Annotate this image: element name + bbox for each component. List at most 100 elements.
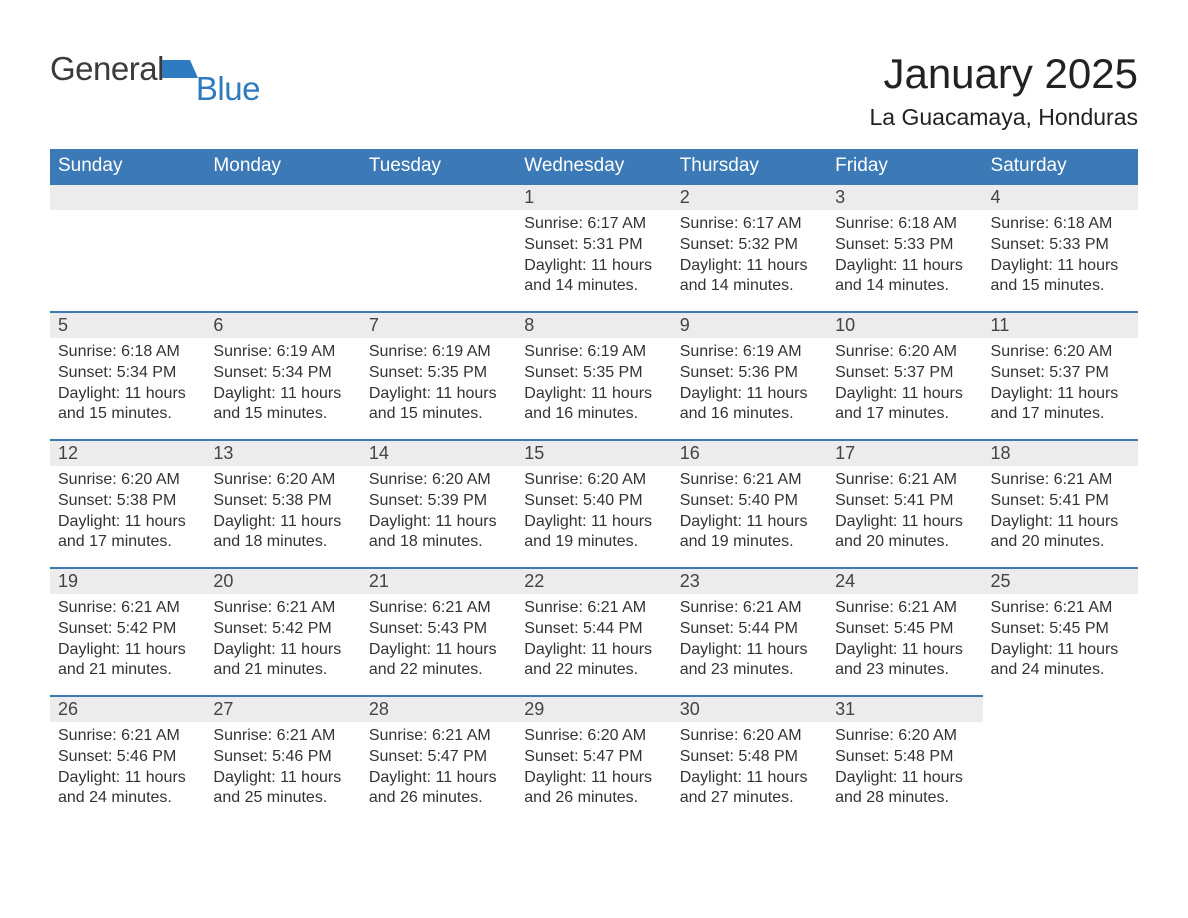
- sunrise-line: Sunrise: 6:21 AM: [680, 470, 819, 491]
- logo-text-blue: Blue: [196, 70, 260, 108]
- day-details: Sunrise: 6:21 AMSunset: 5:46 PMDaylight:…: [50, 722, 205, 809]
- weekday-header: Thursday: [672, 149, 827, 183]
- weekday-header: Tuesday: [361, 149, 516, 183]
- sunset-line: Sunset: 5:44 PM: [524, 619, 663, 640]
- sunset-line: Sunset: 5:46 PM: [213, 747, 352, 768]
- day-number: 11: [983, 311, 1138, 338]
- day-number: 14: [361, 439, 516, 466]
- calendar-table: SundayMondayTuesdayWednesdayThursdayFrid…: [50, 149, 1138, 823]
- day-details: Sunrise: 6:20 AMSunset: 5:47 PMDaylight:…: [516, 722, 671, 809]
- daylight-line: Daylight: 11 hours and 15 minutes.: [58, 384, 197, 426]
- day-details: Sunrise: 6:21 AMSunset: 5:47 PMDaylight:…: [361, 722, 516, 809]
- sunrise-line: Sunrise: 6:21 AM: [680, 598, 819, 619]
- daylight-line: Daylight: 11 hours and 17 minutes.: [58, 512, 197, 554]
- sunset-line: Sunset: 5:31 PM: [524, 235, 663, 256]
- day-details: Sunrise: 6:21 AMSunset: 5:41 PMDaylight:…: [983, 466, 1138, 553]
- calendar-day-cell: 22Sunrise: 6:21 AMSunset: 5:44 PMDayligh…: [516, 567, 671, 695]
- day-details: Sunrise: 6:21 AMSunset: 5:45 PMDaylight:…: [827, 594, 982, 681]
- sunset-line: Sunset: 5:33 PM: [835, 235, 974, 256]
- sunrise-line: Sunrise: 6:18 AM: [991, 214, 1130, 235]
- sunset-line: Sunset: 5:38 PM: [58, 491, 197, 512]
- calendar-day-cell: 27Sunrise: 6:21 AMSunset: 5:46 PMDayligh…: [205, 695, 360, 823]
- daylight-line: Daylight: 11 hours and 26 minutes.: [369, 768, 508, 810]
- logo: General Blue: [50, 50, 264, 88]
- day-details: Sunrise: 6:18 AMSunset: 5:34 PMDaylight:…: [50, 338, 205, 425]
- day-number: 2: [672, 183, 827, 210]
- day-details: Sunrise: 6:19 AMSunset: 5:35 PMDaylight:…: [361, 338, 516, 425]
- sunrise-line: Sunrise: 6:20 AM: [524, 726, 663, 747]
- calendar-day-cell: 4Sunrise: 6:18 AMSunset: 5:33 PMDaylight…: [983, 183, 1138, 311]
- calendar-day-cell: 3Sunrise: 6:18 AMSunset: 5:33 PMDaylight…: [827, 183, 982, 311]
- sunrise-line: Sunrise: 6:20 AM: [213, 470, 352, 491]
- daylight-line: Daylight: 11 hours and 27 minutes.: [680, 768, 819, 810]
- sunrise-line: Sunrise: 6:21 AM: [58, 598, 197, 619]
- day-details: Sunrise: 6:21 AMSunset: 5:44 PMDaylight:…: [672, 594, 827, 681]
- day-details: Sunrise: 6:19 AMSunset: 5:35 PMDaylight:…: [516, 338, 671, 425]
- daylight-line: Daylight: 11 hours and 23 minutes.: [835, 640, 974, 682]
- weekday-header: Friday: [827, 149, 982, 183]
- sunrise-line: Sunrise: 6:17 AM: [680, 214, 819, 235]
- daylight-line: Daylight: 11 hours and 21 minutes.: [58, 640, 197, 682]
- day-number-empty: [361, 183, 516, 210]
- sunset-line: Sunset: 5:43 PM: [369, 619, 508, 640]
- day-number: 19: [50, 567, 205, 594]
- day-number: 8: [516, 311, 671, 338]
- sunrise-line: Sunrise: 6:21 AM: [835, 598, 974, 619]
- day-number: 27: [205, 695, 360, 722]
- daylight-line: Daylight: 11 hours and 15 minutes.: [369, 384, 508, 426]
- calendar-day-cell: 11Sunrise: 6:20 AMSunset: 5:37 PMDayligh…: [983, 311, 1138, 439]
- day-number: 21: [361, 567, 516, 594]
- daylight-line: Daylight: 11 hours and 26 minutes.: [524, 768, 663, 810]
- day-details: Sunrise: 6:21 AMSunset: 5:44 PMDaylight:…: [516, 594, 671, 681]
- calendar-day-cell: 24Sunrise: 6:21 AMSunset: 5:45 PMDayligh…: [827, 567, 982, 695]
- sunset-line: Sunset: 5:47 PM: [524, 747, 663, 768]
- day-details: Sunrise: 6:21 AMSunset: 5:43 PMDaylight:…: [361, 594, 516, 681]
- daylight-line: Daylight: 11 hours and 22 minutes.: [524, 640, 663, 682]
- sunrise-line: Sunrise: 6:21 AM: [213, 598, 352, 619]
- sunset-line: Sunset: 5:37 PM: [835, 363, 974, 384]
- day-number: 17: [827, 439, 982, 466]
- sunset-line: Sunset: 5:33 PM: [991, 235, 1130, 256]
- day-details: Sunrise: 6:20 AMSunset: 5:37 PMDaylight:…: [983, 338, 1138, 425]
- calendar-day-cell: 12Sunrise: 6:20 AMSunset: 5:38 PMDayligh…: [50, 439, 205, 567]
- day-details: Sunrise: 6:17 AMSunset: 5:31 PMDaylight:…: [516, 210, 671, 297]
- calendar-week-row: 12Sunrise: 6:20 AMSunset: 5:38 PMDayligh…: [50, 439, 1138, 567]
- day-number: 1: [516, 183, 671, 210]
- day-details: Sunrise: 6:20 AMSunset: 5:38 PMDaylight:…: [50, 466, 205, 553]
- day-details: Sunrise: 6:17 AMSunset: 5:32 PMDaylight:…: [672, 210, 827, 297]
- day-number: 6: [205, 311, 360, 338]
- calendar-day-cell: 18Sunrise: 6:21 AMSunset: 5:41 PMDayligh…: [983, 439, 1138, 567]
- title-block: January 2025 La Guacamaya, Honduras: [870, 50, 1139, 131]
- day-details: Sunrise: 6:18 AMSunset: 5:33 PMDaylight:…: [827, 210, 982, 297]
- calendar-day-cell: 19Sunrise: 6:21 AMSunset: 5:42 PMDayligh…: [50, 567, 205, 695]
- sunrise-line: Sunrise: 6:21 AM: [58, 726, 197, 747]
- daylight-line: Daylight: 11 hours and 18 minutes.: [213, 512, 352, 554]
- calendar-week-row: 1Sunrise: 6:17 AMSunset: 5:31 PMDaylight…: [50, 183, 1138, 311]
- calendar-day-cell: [50, 183, 205, 311]
- sunrise-line: Sunrise: 6:19 AM: [524, 342, 663, 363]
- daylight-line: Daylight: 11 hours and 17 minutes.: [835, 384, 974, 426]
- daylight-line: Daylight: 11 hours and 20 minutes.: [835, 512, 974, 554]
- calendar-day-cell: 20Sunrise: 6:21 AMSunset: 5:42 PMDayligh…: [205, 567, 360, 695]
- sunset-line: Sunset: 5:44 PM: [680, 619, 819, 640]
- daylight-line: Daylight: 11 hours and 19 minutes.: [680, 512, 819, 554]
- daylight-line: Daylight: 11 hours and 14 minutes.: [835, 256, 974, 298]
- calendar-day-cell: 1Sunrise: 6:17 AMSunset: 5:31 PMDaylight…: [516, 183, 671, 311]
- calendar-week-row: 5Sunrise: 6:18 AMSunset: 5:34 PMDaylight…: [50, 311, 1138, 439]
- calendar-day-cell: 9Sunrise: 6:19 AMSunset: 5:36 PMDaylight…: [672, 311, 827, 439]
- sunrise-line: Sunrise: 6:21 AM: [991, 598, 1130, 619]
- sunset-line: Sunset: 5:40 PM: [524, 491, 663, 512]
- sunset-line: Sunset: 5:48 PM: [680, 747, 819, 768]
- sunset-line: Sunset: 5:41 PM: [835, 491, 974, 512]
- calendar-day-cell: 28Sunrise: 6:21 AMSunset: 5:47 PMDayligh…: [361, 695, 516, 823]
- day-number: 4: [983, 183, 1138, 210]
- day-number: 7: [361, 311, 516, 338]
- day-details: Sunrise: 6:20 AMSunset: 5:48 PMDaylight:…: [672, 722, 827, 809]
- daylight-line: Daylight: 11 hours and 22 minutes.: [369, 640, 508, 682]
- sunrise-line: Sunrise: 6:19 AM: [369, 342, 508, 363]
- day-details: Sunrise: 6:19 AMSunset: 5:36 PMDaylight:…: [672, 338, 827, 425]
- day-number: 16: [672, 439, 827, 466]
- day-number: 15: [516, 439, 671, 466]
- sunset-line: Sunset: 5:35 PM: [369, 363, 508, 384]
- sunset-line: Sunset: 5:37 PM: [991, 363, 1130, 384]
